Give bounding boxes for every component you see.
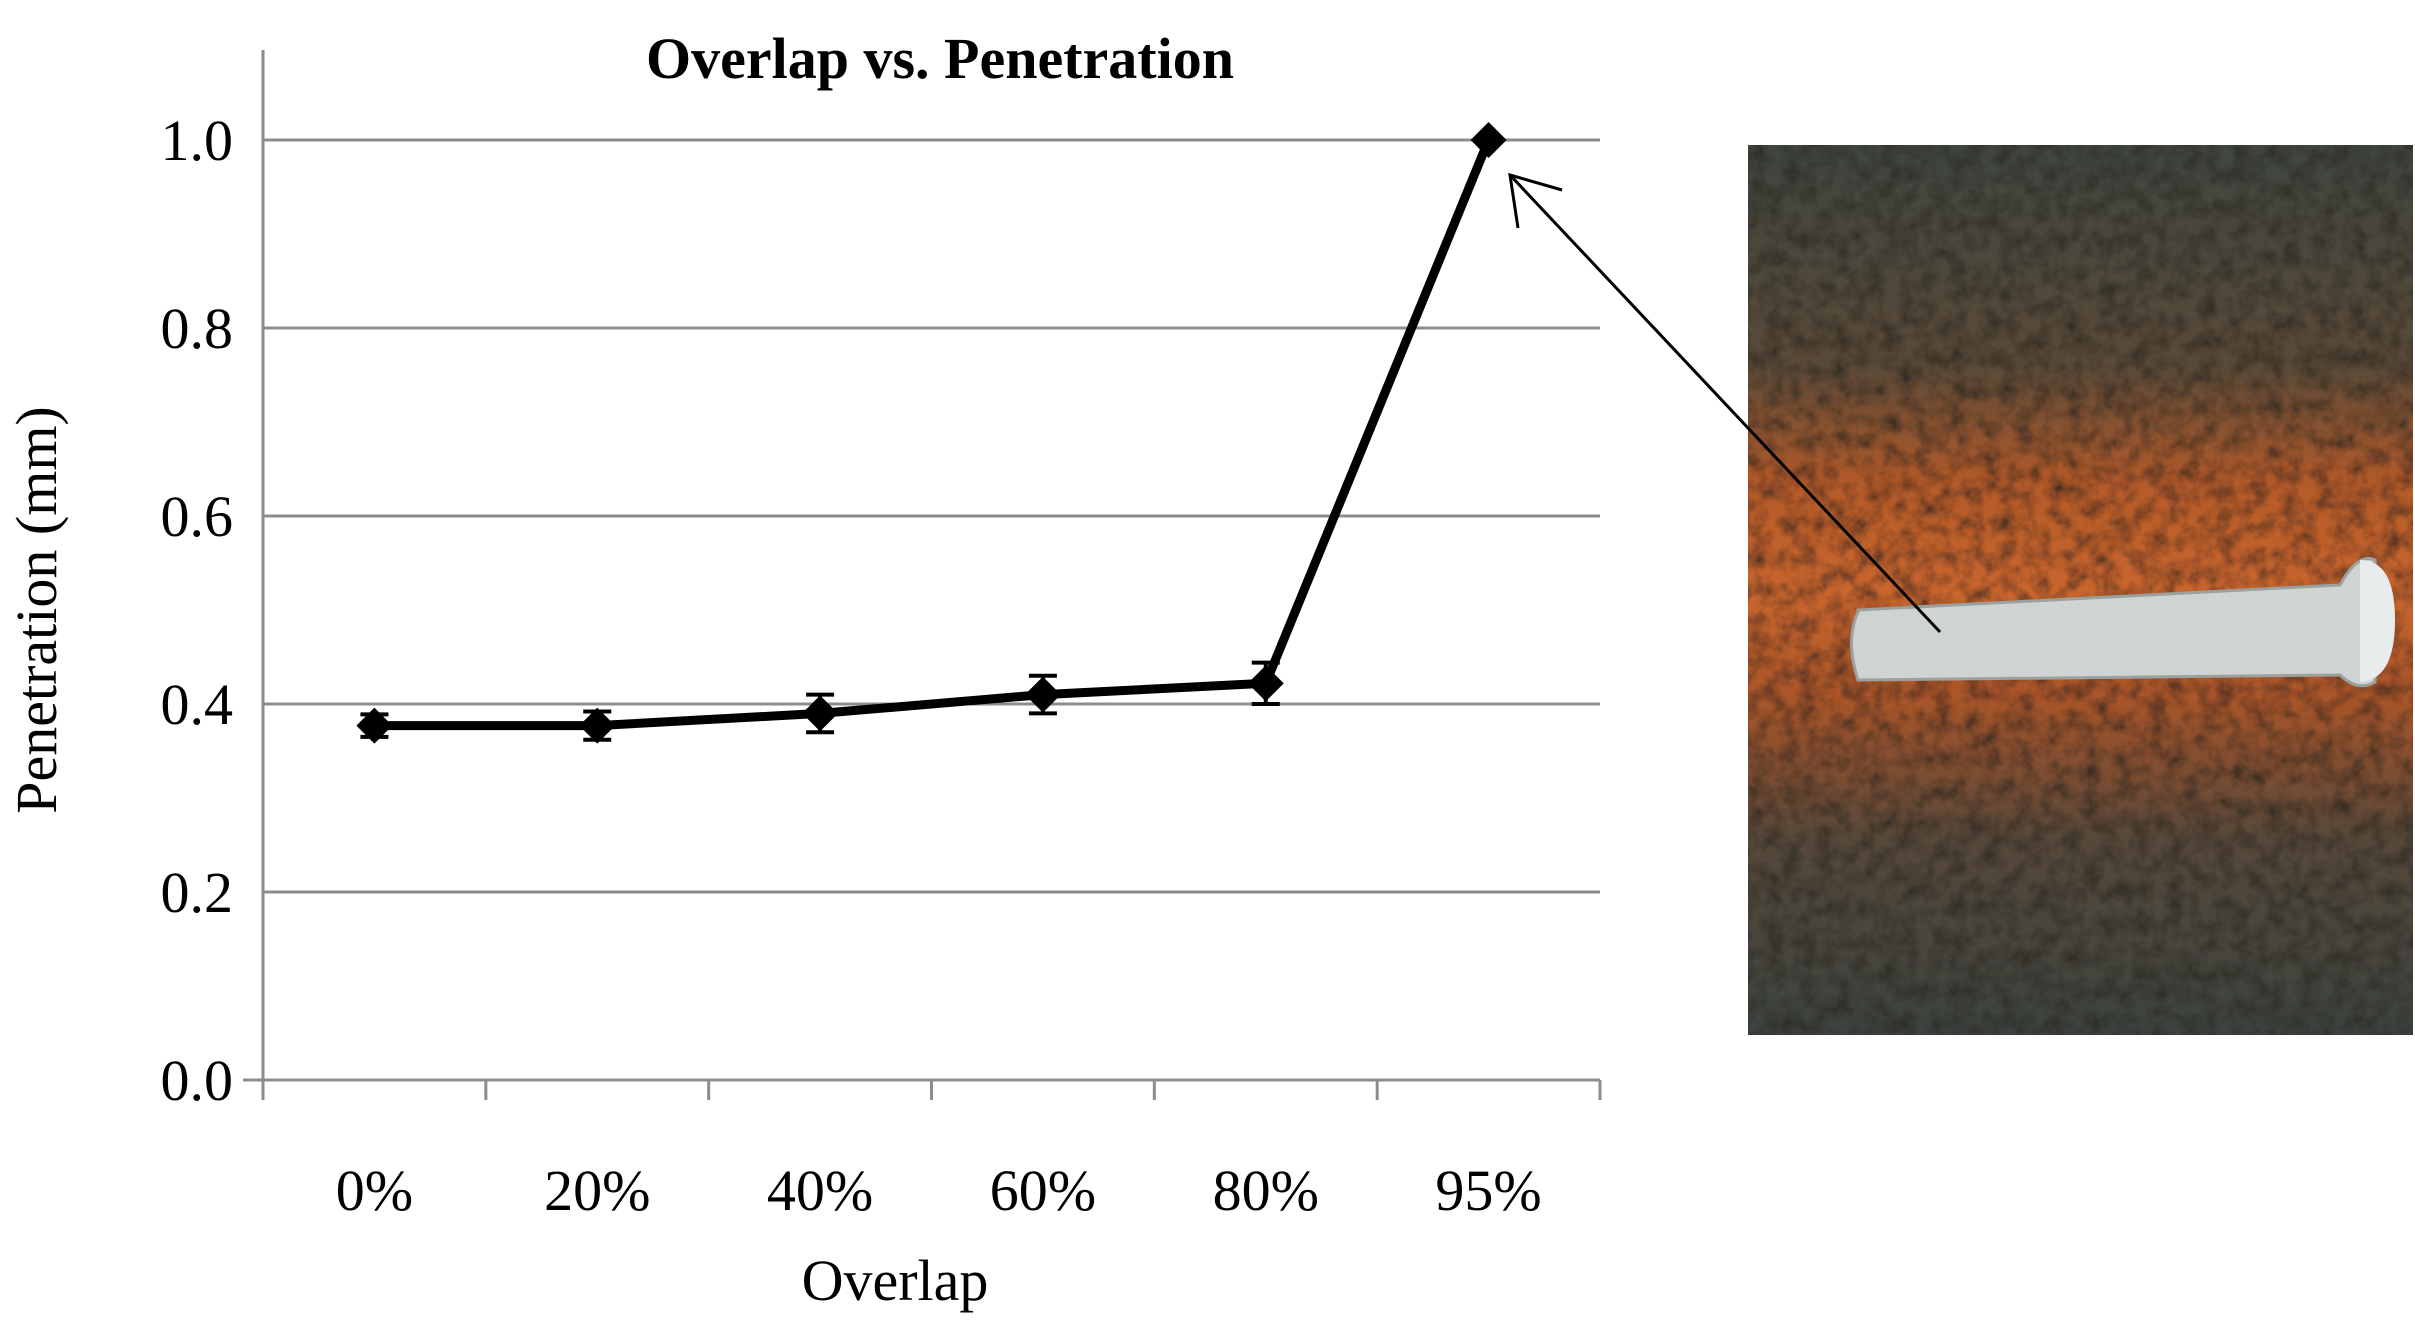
weld-bead (1850, 557, 2377, 688)
x-tick-label: 60% (990, 1158, 1096, 1223)
gridlines (263, 138, 1600, 894)
y-tick-label: 0.2 (161, 860, 234, 925)
x-tick-label: 20% (544, 1158, 650, 1223)
x-axis-title: Overlap (802, 1248, 989, 1313)
annotation-arrow-shaft (1508, 173, 1942, 634)
axes (243, 50, 1602, 1100)
y-tick-label: 0.0 (161, 1048, 234, 1113)
x-tick-label: 40% (767, 1158, 873, 1223)
data-point (356, 707, 393, 744)
markers (356, 122, 1507, 744)
data-point (579, 707, 616, 744)
x-tick-labels: 0% 20% 40% 60% 80% 95% (336, 1158, 1542, 1223)
y-axis-title: Penetration (mm) (4, 406, 69, 814)
series-line (374, 138, 1493, 731)
weld-bead-highlight (2360, 560, 2395, 682)
y-tick-labels: 0.0 0.2 0.4 0.6 0.8 1.0 (161, 108, 234, 1113)
data-point (1470, 122, 1507, 158)
data-point (1247, 665, 1284, 702)
inset-photo (1748, 145, 2413, 1035)
y-tick-label: 1.0 (161, 108, 234, 173)
chart-title: Overlap vs. Penetration (646, 26, 1234, 91)
y-tick-label: 0.8 (161, 296, 234, 361)
y-tick-label: 0.6 (161, 484, 234, 549)
annotation-arrow (1508, 172, 1942, 634)
annotation-arrow-head (1508, 172, 1563, 229)
data-point (802, 695, 839, 732)
x-tick-label: 95% (1435, 1158, 1541, 1223)
x-tick-label: 0% (336, 1158, 413, 1223)
x-tick-label: 80% (1213, 1158, 1319, 1223)
data-point (1024, 676, 1061, 713)
y-tick-label: 0.4 (161, 672, 234, 737)
